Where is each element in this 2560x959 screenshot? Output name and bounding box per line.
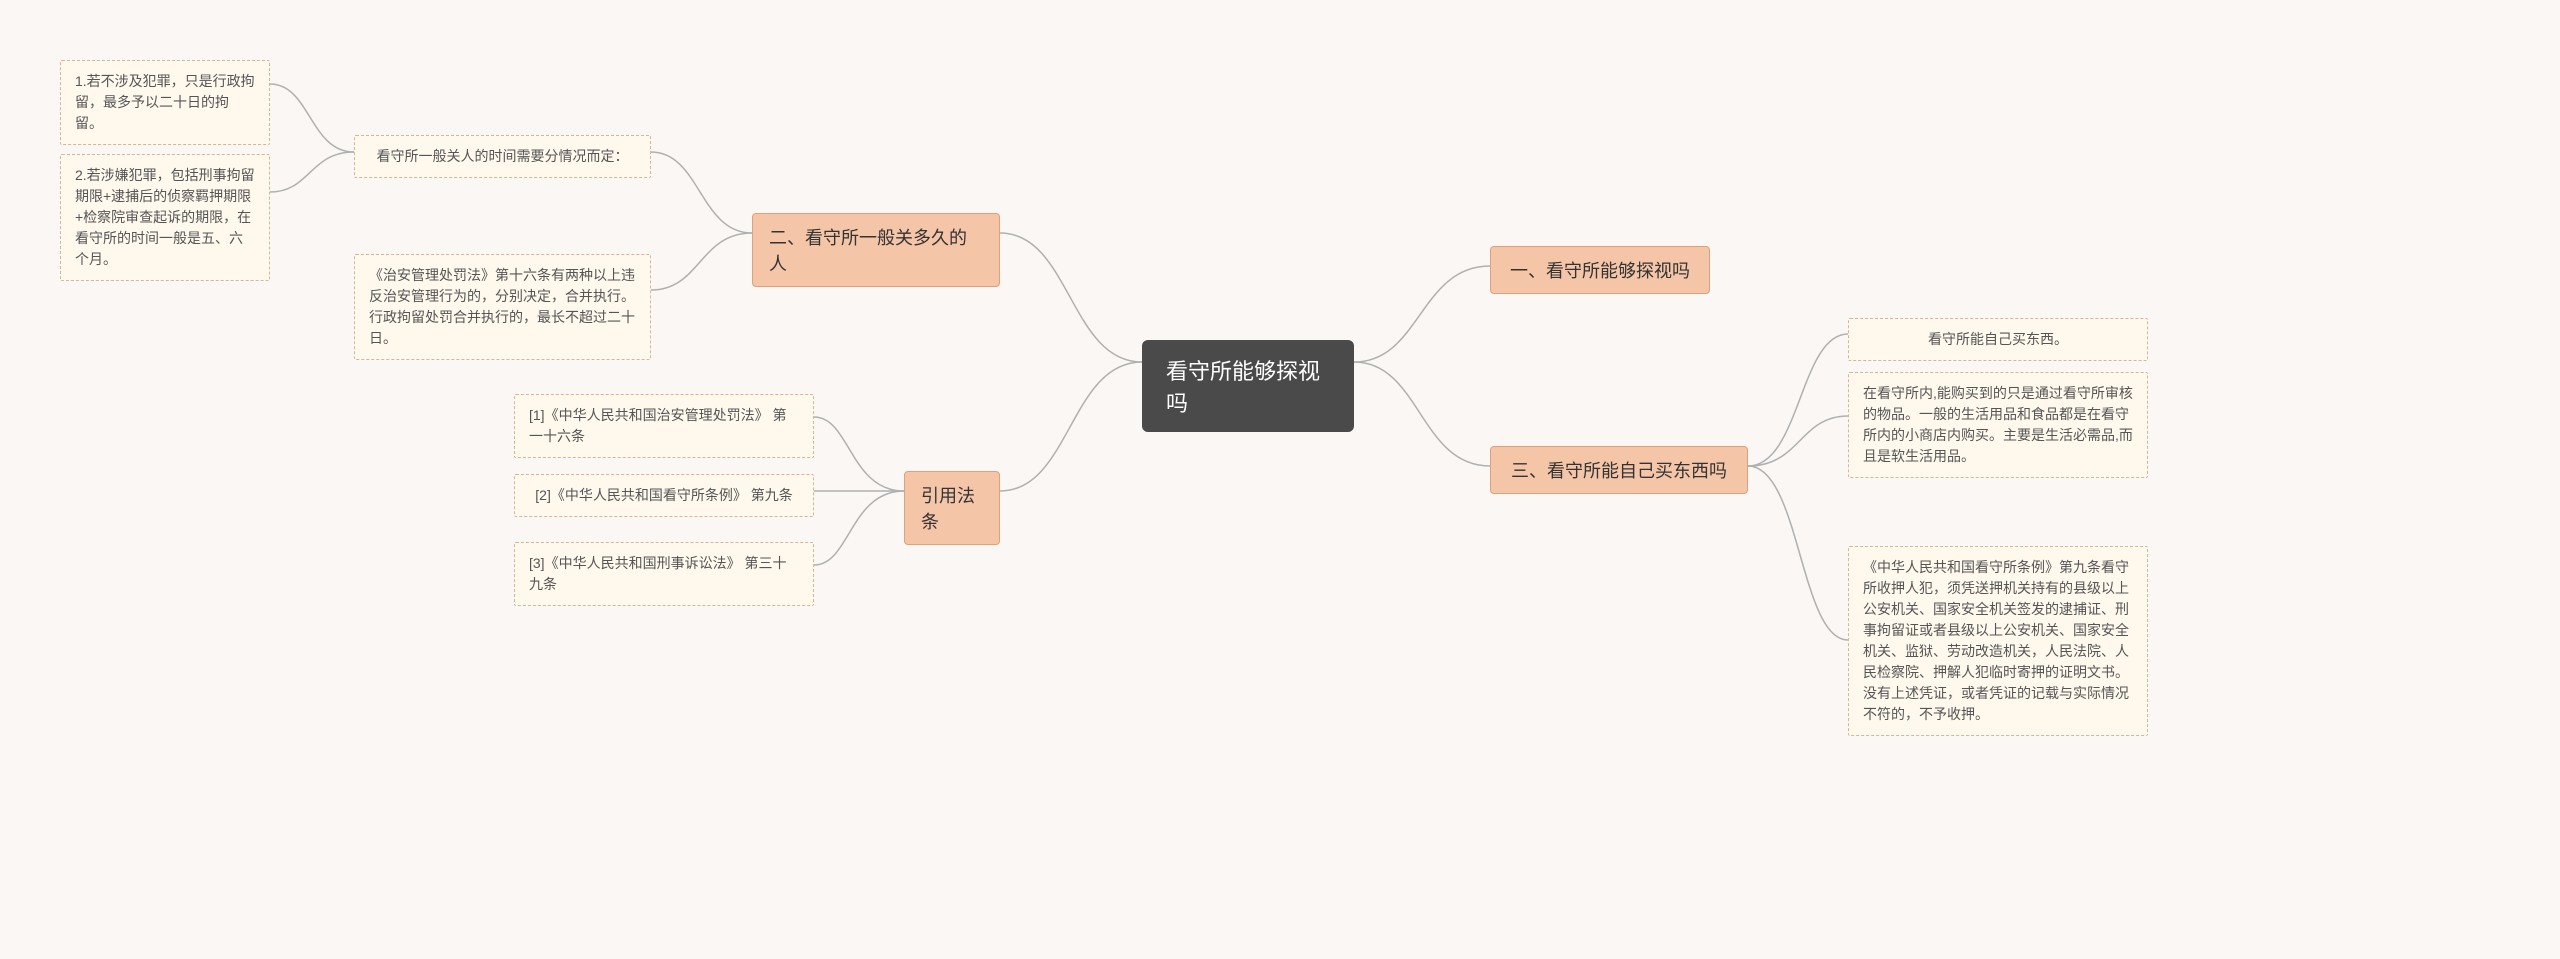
root-text: 看守所能够探视吗 bbox=[1166, 354, 1330, 418]
root-node: 看守所能够探视吗 bbox=[1142, 340, 1354, 432]
branch-2-sub-1-leaf-2: 2.若涉嫌犯罪，包括刑事拘留期限+逮捕后的侦察羁押期限+检察院审查起诉的期限，在… bbox=[60, 154, 270, 281]
branch-3: 三、看守所能自己买东西吗 bbox=[1490, 446, 1748, 494]
leaf-text: 2.若涉嫌犯罪，包括刑事拘留期限+逮捕后的侦察羁押期限+检察院审查起诉的期限，在… bbox=[75, 165, 255, 270]
branch-4-leaf-2: [2]《中华人民共和国看守所条例》 第九条 bbox=[514, 474, 814, 517]
leaf-text: 在看守所内,能购买到的只是通过看守所审核的物品。一般的生活用品和食品都是在看守所… bbox=[1863, 383, 2133, 467]
branch-4-leaf-3: [3]《中华人民共和国刑事诉讼法》 第三十九条 bbox=[514, 542, 814, 606]
leaf-text: 1.若不涉及犯罪，只是行政拘留，最多予以二十日的拘留。 bbox=[75, 71, 255, 134]
branch-4-text: 引用法条 bbox=[921, 482, 983, 534]
branch-4-leaf-1: [1]《中华人民共和国治安管理处罚法》 第一十六条 bbox=[514, 394, 814, 458]
branch-2-sub-1: 看守所一般关人的时间需要分情况而定： bbox=[354, 135, 651, 178]
leaf-text: [3]《中华人民共和国刑事诉讼法》 第三十九条 bbox=[529, 553, 799, 595]
branch-2-sub-2: 《治安管理处罚法》第十六条有两种以上违反治安管理行为的，分别决定，合并执行。行政… bbox=[354, 254, 651, 360]
branch-3-leaf-1: 看守所能自己买东西。 bbox=[1848, 318, 2148, 361]
branch-2: 二、看守所一般关多久的人 bbox=[752, 213, 1000, 287]
branch-3-leaf-2: 在看守所内,能购买到的只是通过看守所审核的物品。一般的生活用品和食品都是在看守所… bbox=[1848, 372, 2148, 478]
leaf-text: [2]《中华人民共和国看守所条例》 第九条 bbox=[535, 485, 792, 506]
branch-2-sub-1-leaf-1: 1.若不涉及犯罪，只是行政拘留，最多予以二十日的拘留。 bbox=[60, 60, 270, 145]
leaf-text: 《治安管理处罚法》第十六条有两种以上违反治安管理行为的，分别决定，合并执行。行政… bbox=[369, 265, 636, 349]
branch-3-leaf-3: 《中华人民共和国看守所条例》第九条看守所收押人犯，须凭送押机关持有的县级以上公安… bbox=[1848, 546, 2148, 736]
leaf-text: 看守所能自己买东西。 bbox=[1928, 329, 2068, 350]
branch-1: 一、看守所能够探视吗 bbox=[1490, 246, 1710, 294]
leaf-text: [1]《中华人民共和国治安管理处罚法》 第一十六条 bbox=[529, 405, 799, 447]
branch-3-text: 三、看守所能自己买东西吗 bbox=[1511, 457, 1727, 483]
leaf-text: 《中华人民共和国看守所条例》第九条看守所收押人犯，须凭送押机关持有的县级以上公安… bbox=[1863, 557, 2133, 725]
branch-4: 引用法条 bbox=[904, 471, 1000, 545]
leaf-text: 看守所一般关人的时间需要分情况而定： bbox=[377, 146, 629, 167]
branch-1-text: 一、看守所能够探视吗 bbox=[1510, 257, 1690, 283]
branch-2-text: 二、看守所一般关多久的人 bbox=[769, 224, 983, 276]
